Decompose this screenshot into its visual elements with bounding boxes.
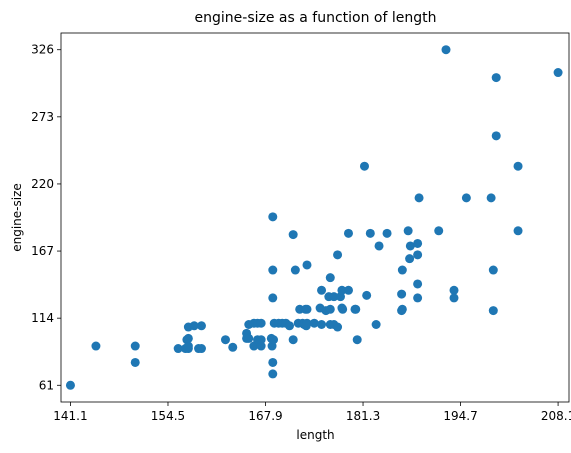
data-point (285, 321, 295, 331)
data-point (130, 341, 140, 351)
data-point (343, 285, 353, 295)
x-tick-label: 141.1 (53, 409, 87, 423)
data-point (302, 260, 312, 270)
data-point (173, 344, 183, 354)
chart-title: engine-size as a function of length (195, 10, 437, 26)
data-point (256, 335, 266, 345)
data-point (290, 265, 300, 275)
data-point (434, 226, 444, 236)
data-point (405, 241, 415, 251)
data-point (130, 357, 140, 367)
y-tick-label: 114 (31, 311, 54, 325)
data-point (488, 306, 498, 316)
axes-frame (60, 32, 570, 403)
data-point (413, 279, 423, 289)
y-tick-label: 273 (31, 110, 54, 124)
x-axis: 141.1 154.5 167.9 181.3 194.7 208.1 (53, 402, 571, 423)
data-point (268, 212, 278, 222)
x-tick-label: 154.5 (151, 409, 185, 423)
x-tick-label: 208.1 (541, 409, 571, 423)
data-point (553, 68, 563, 78)
y-tick-label: 167 (31, 244, 54, 258)
data-point (403, 226, 413, 236)
data-point (362, 290, 372, 300)
data-point (486, 193, 496, 203)
data-point (325, 273, 335, 283)
data-point (288, 335, 298, 345)
data-point (302, 304, 312, 314)
data-point (338, 304, 348, 314)
data-point (371, 320, 381, 330)
data-point (325, 304, 335, 314)
data-point (449, 285, 459, 295)
data-point (268, 293, 278, 303)
y-tick-label: 220 (31, 177, 54, 191)
data-point (359, 161, 369, 171)
y-axis-label: engine-size (10, 183, 24, 252)
data-point (183, 341, 193, 351)
data-point (513, 226, 523, 236)
data-point (374, 241, 384, 251)
data-point (449, 293, 459, 303)
x-tick-label: 181.3 (346, 409, 380, 423)
data-point (288, 230, 298, 240)
data-point (441, 45, 451, 55)
data-point (317, 320, 327, 330)
data-point (333, 250, 343, 260)
data-point (351, 304, 361, 314)
data-point (413, 250, 423, 260)
data-point (352, 335, 362, 345)
data-point (309, 318, 319, 328)
plot-area (65, 45, 563, 390)
data-point (220, 335, 230, 345)
data-point (269, 335, 279, 345)
data-point (196, 344, 206, 354)
x-tick-label: 194.7 (443, 409, 477, 423)
data-point (228, 342, 238, 352)
data-point (268, 369, 278, 379)
data-point (413, 238, 423, 248)
data-point (183, 333, 193, 343)
data-point (329, 292, 339, 302)
data-point (196, 321, 206, 331)
data-point (244, 333, 254, 343)
data-point (397, 289, 407, 299)
data-point (382, 228, 392, 238)
data-point (268, 357, 278, 367)
data-point (414, 193, 424, 203)
data-point (337, 285, 347, 295)
data-point (461, 193, 471, 203)
data-point (397, 304, 407, 314)
data-point (491, 73, 501, 83)
data-point (343, 228, 353, 238)
data-point (405, 254, 415, 264)
x-axis-label: length (296, 428, 334, 442)
data-point (513, 161, 523, 171)
x-tick-label: 167.9 (248, 409, 282, 423)
data-point (256, 318, 266, 328)
data-point (189, 321, 199, 331)
data-point (256, 341, 266, 351)
data-point (488, 265, 498, 275)
data-point (413, 293, 423, 303)
data-point (65, 380, 75, 390)
y-tick-label: 326 (31, 43, 54, 57)
data-point (268, 265, 278, 275)
data-point (302, 318, 312, 328)
data-point (91, 341, 101, 351)
data-point (397, 265, 407, 275)
data-point (333, 322, 343, 332)
data-point (317, 285, 327, 295)
y-axis: 61 114 167 220 273 326 (31, 43, 61, 392)
data-point (491, 131, 501, 141)
y-tick-label: 61 (39, 378, 54, 392)
data-point (365, 228, 375, 238)
